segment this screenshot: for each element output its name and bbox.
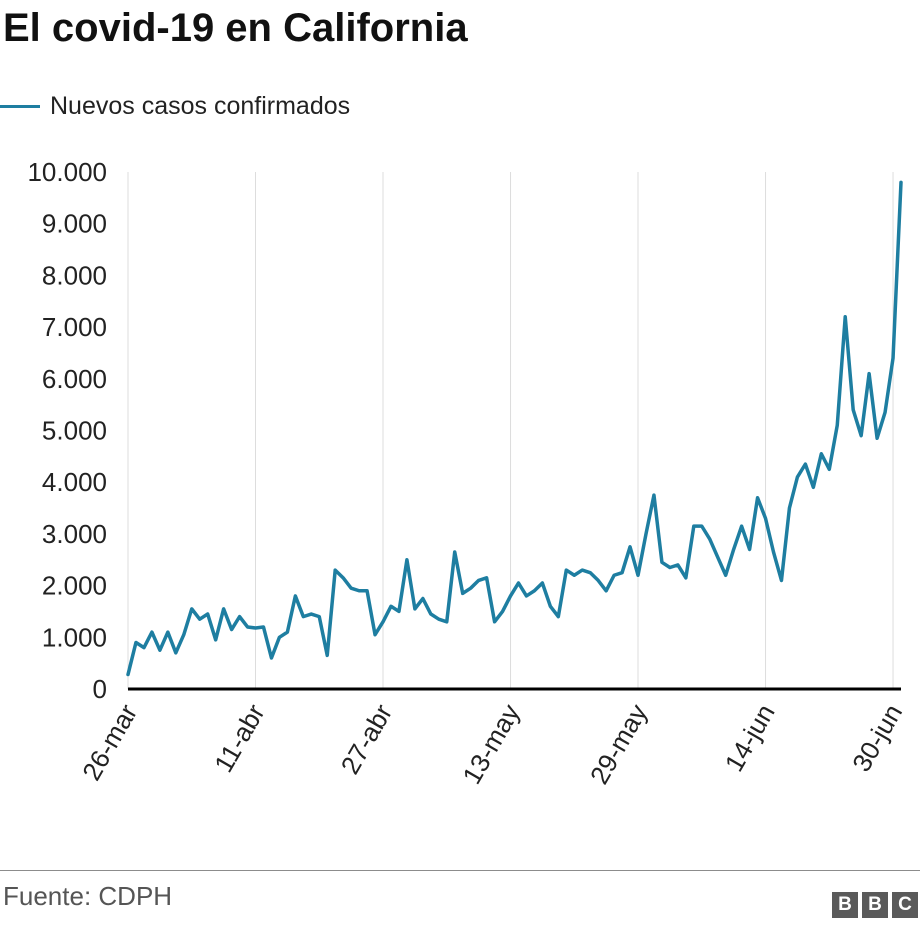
x-tick-label-5: 14-jun [719, 699, 781, 777]
y-tick-label-2: 2.000 [42, 571, 107, 601]
chart-title: El covid-19 en California [3, 6, 468, 50]
x-tick-label-1: 11-abr [208, 699, 271, 778]
series-line-nuevos-casos [126, 180, 903, 677]
y-tick-label-1: 1.000 [42, 622, 107, 652]
y-tick-label-8: 8.000 [42, 260, 107, 290]
x-tick-label-0: 26-mar [76, 699, 143, 786]
y-tick-label-7: 7.000 [42, 312, 107, 342]
y-tick-label-5: 5.000 [42, 416, 107, 446]
x-tick-label-2: 27-abr [335, 699, 399, 779]
footer-divider [0, 870, 920, 871]
bbc-logo-letter-2: B [862, 892, 888, 918]
y-tick-label-4: 4.000 [42, 467, 107, 497]
bbc-logo: B B C [832, 892, 918, 918]
y-tick-label-10: 10.000 [27, 157, 107, 187]
source-note: Fuente: CDPH [3, 881, 173, 911]
legend: Nuevos casos confirmados [0, 89, 350, 123]
y-tick-label-3: 3.000 [42, 519, 107, 549]
y-tick-label-9: 9.000 [42, 209, 107, 239]
legend-label: Nuevos casos confirmados [50, 91, 351, 120]
legend-swatch [0, 104, 40, 108]
y-tick-label-0: 0 [93, 674, 107, 704]
bbc-logo-letter-1: B [832, 892, 858, 918]
x-tick-label-6: 30-jun [846, 699, 908, 777]
bbc-logo-letter-3: C [892, 892, 918, 918]
line-chart: 0 1.000 2.000 3.000 4.000 5.000 6.000 7.000 8.00… [27, 157, 908, 789]
x-tick-label-4: 29-may [584, 699, 653, 789]
x-tick-label-3: 13-may [456, 699, 525, 789]
y-tick-label-6: 6.000 [42, 364, 107, 394]
